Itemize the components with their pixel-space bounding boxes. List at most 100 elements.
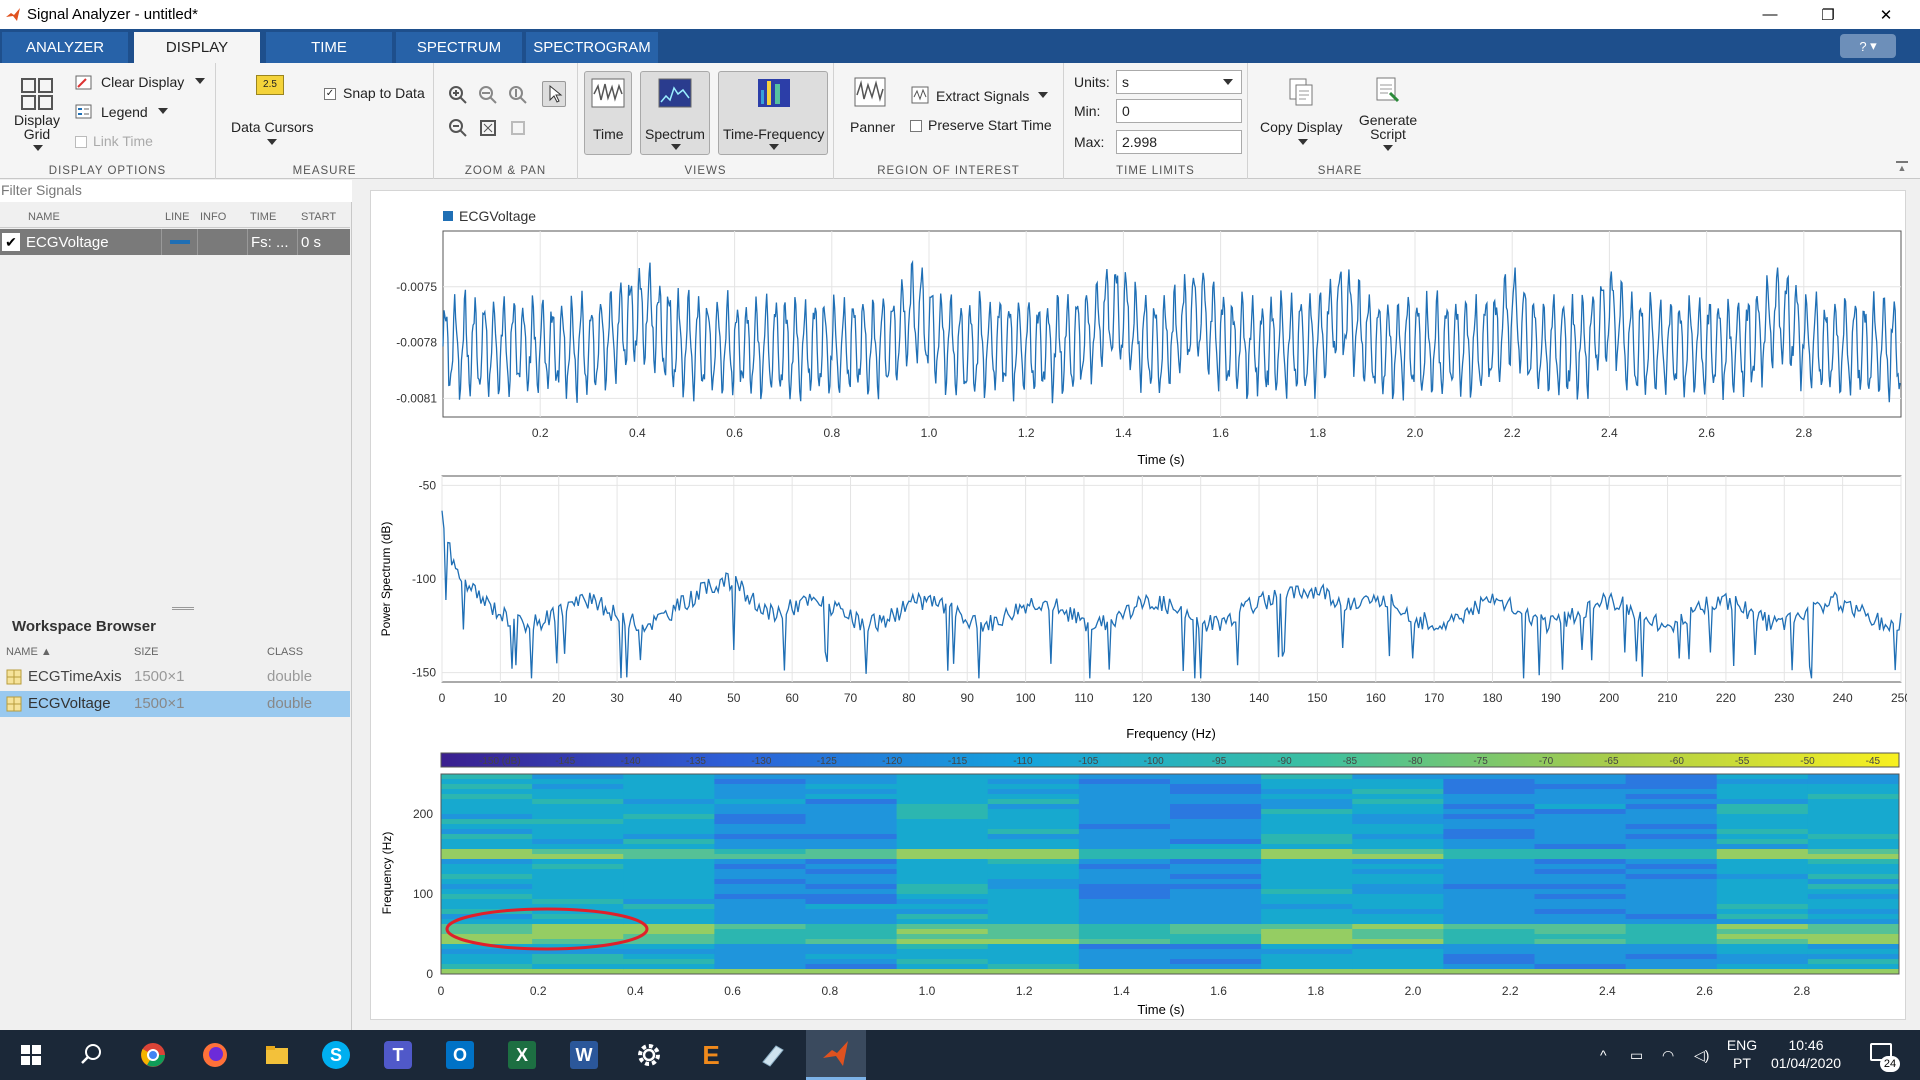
plot-canvas[interactable]: ECGVoltage 0.2 0.4 0.6 0.8 1.0 1.2 1.4 1.6 1.8 2.…	[371, 191, 1907, 1021]
panner-button[interactable]: Panner	[850, 119, 896, 135]
time-view-button[interactable]: Time	[584, 71, 632, 155]
copy-display-button[interactable]: Copy Display	[1260, 119, 1343, 135]
time-frequency-dropdown-icon[interactable]	[769, 144, 779, 150]
splitter-handle[interactable]	[172, 607, 194, 610]
tab-display[interactable]: DISPLAY	[134, 32, 260, 63]
windows-start-icon[interactable]	[14, 1038, 48, 1072]
clock[interactable]: 10:46 01/04/2020	[1766, 1036, 1846, 1072]
zoom-out-icon[interactable]	[448, 118, 468, 138]
preserve-start-time-checkbox[interactable]	[910, 120, 922, 132]
col-line[interactable]: LINE	[165, 211, 190, 223]
search-icon[interactable]	[74, 1038, 108, 1072]
notifications-button[interactable]: 24	[1866, 1038, 1902, 1072]
firefox-icon[interactable]	[198, 1038, 232, 1072]
spectrogram-cell	[1716, 884, 1809, 890]
e-app-icon[interactable]: E	[702, 1039, 720, 1070]
wifi-icon[interactable]: ◠	[1662, 1047, 1675, 1063]
close-button[interactable]: ✕	[1879, 6, 1893, 24]
min-time-input[interactable]: 0	[1116, 99, 1242, 123]
spectrogram-cell	[805, 899, 898, 905]
spectrogram-cell	[1625, 909, 1718, 915]
restore-button[interactable]: ❐	[1821, 6, 1835, 24]
language-indicator[interactable]: ENG PT	[1722, 1036, 1762, 1072]
spectrum-view-button[interactable]: Spectrum	[640, 71, 710, 155]
pen-app-icon[interactable]	[756, 1038, 790, 1072]
battery-icon[interactable]: ▭	[1630, 1047, 1644, 1063]
zoom-x-icon[interactable]	[478, 85, 498, 105]
outlook-icon[interactable]: O	[446, 1041, 474, 1069]
ws-col-name[interactable]: NAME ▲	[6, 646, 52, 658]
link-time-checkbox[interactable]	[75, 136, 87, 148]
legend-button[interactable]: Legend	[101, 104, 148, 120]
collapse-ribbon-icon[interactable]: ▲	[1896, 161, 1908, 173]
extract-signals-button[interactable]: Extract Signals	[936, 88, 1030, 104]
file-explorer-icon[interactable]	[260, 1038, 294, 1072]
copy-display-dropdown-icon[interactable]	[1298, 139, 1308, 145]
snap-to-data-checkbox[interactable]: ✓	[324, 88, 336, 100]
zoom-in-icon[interactable]	[448, 85, 468, 105]
ws-col-size[interactable]: SIZE	[134, 646, 159, 658]
list-item[interactable]: ECGTimeAxis 1500×1 double	[0, 664, 350, 690]
annotation-ellipse	[445, 907, 649, 951]
tab-analyzer[interactable]: ANALYZER	[2, 32, 128, 63]
excel-icon[interactable]: X	[508, 1041, 536, 1069]
spectrum-dropdown-icon[interactable]	[671, 144, 681, 150]
word-icon[interactable]: W	[570, 1041, 598, 1069]
tab-spectrum[interactable]: SPECTRUM	[396, 32, 522, 63]
help-button[interactable]: ? ▾	[1840, 34, 1896, 58]
clear-display-dropdown-icon[interactable]	[195, 78, 205, 84]
col-info[interactable]: INFO	[200, 211, 227, 223]
col-name[interactable]: NAME	[28, 211, 60, 223]
spectrogram-cell	[714, 849, 806, 855]
spectrogram-cell	[1443, 949, 1535, 955]
signal-checkbox[interactable]: ✔	[2, 229, 24, 255]
units-select[interactable]: s	[1116, 70, 1242, 94]
tab-spectrogram[interactable]: SPECTROGRAM	[526, 32, 658, 63]
table-row[interactable]: ✔ ECGVoltage Fs: ... 0 s	[0, 229, 350, 255]
max-time-input[interactable]: 2.998	[1116, 130, 1242, 154]
spectrogram-cell	[1170, 954, 1262, 960]
pan-icon[interactable]	[508, 118, 528, 138]
spectrogram-cell	[1534, 824, 1627, 830]
ws-col-class[interactable]: CLASS	[267, 646, 304, 658]
generate-script-button[interactable]: Generate Script	[1358, 113, 1418, 141]
clear-display-button[interactable]: Clear Display	[101, 74, 185, 90]
display-grid-button[interactable]: Display Grid	[14, 113, 60, 141]
filter-signals-input[interactable]: Filter Signals	[0, 180, 352, 202]
zoom-y-icon[interactable]	[508, 85, 528, 105]
spectrogram-cell	[1078, 884, 1171, 890]
col-time[interactable]: TIME	[250, 211, 277, 223]
data-cursors-button[interactable]: Data Cursors	[231, 119, 314, 135]
colorbar[interactable]	[440, 752, 1900, 768]
teams-icon[interactable]: T	[384, 1041, 412, 1069]
list-item[interactable]: ECGVoltage 1500×1 double	[0, 691, 350, 717]
spectrogram-cell	[987, 799, 1080, 805]
matlab-taskbar-button[interactable]	[806, 1030, 866, 1080]
fit-to-view-icon[interactable]	[478, 118, 498, 138]
chrome-icon[interactable]	[136, 1038, 170, 1072]
legend-dropdown-icon[interactable]	[158, 108, 168, 114]
extract-signals-dropdown-icon[interactable]	[1038, 92, 1048, 98]
units-dropdown-icon[interactable]	[1223, 79, 1233, 85]
data-cursors-dropdown-icon[interactable]	[267, 139, 277, 145]
settings-gear-icon[interactable]	[632, 1038, 666, 1072]
spectrogram-cell	[987, 929, 1080, 935]
show-hidden-icons[interactable]: ^	[1600, 1047, 1607, 1063]
generate-script-dropdown-icon[interactable]	[1383, 145, 1393, 151]
line-color-swatch[interactable]	[162, 229, 198, 255]
spectrogram-axes[interactable]	[440, 773, 1900, 975]
skype-icon[interactable]: S	[322, 1041, 350, 1069]
time-frequency-view-button[interactable]: Time-Frequency	[718, 71, 828, 155]
spectrogram-cell	[623, 904, 715, 910]
time-plot-axes[interactable]	[442, 230, 1902, 418]
display-grid-dropdown-icon[interactable]	[33, 145, 43, 151]
select-cursor-button[interactable]	[542, 81, 566, 107]
spectrogram-cell	[441, 844, 533, 850]
tab-time[interactable]: TIME	[266, 32, 392, 63]
minimize-button[interactable]: —	[1762, 6, 1778, 23]
legend-entry[interactable]: ECGVoltage	[459, 208, 536, 224]
panel-splitter[interactable]	[352, 180, 364, 1030]
x-tick-label: 170	[1424, 691, 1444, 705]
col-start[interactable]: START	[301, 211, 337, 223]
volume-icon[interactable]: ◁)	[1694, 1047, 1710, 1063]
